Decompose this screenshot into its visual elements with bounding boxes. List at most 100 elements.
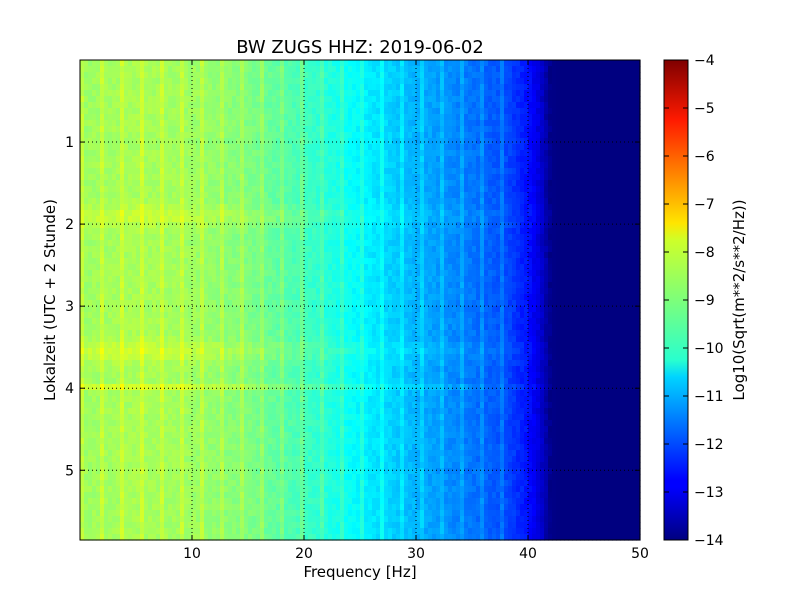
heatmap-cell (120, 456, 125, 463)
heatmap-cell (168, 204, 173, 211)
heatmap-cell (244, 60, 249, 67)
heatmap-cell (212, 474, 217, 481)
heatmap-cell (148, 318, 153, 325)
heatmap-cell (116, 90, 121, 97)
heatmap-cell (228, 504, 233, 511)
heatmap-cell (232, 162, 237, 169)
heatmap-cell (300, 510, 305, 517)
heatmap-cell (124, 126, 129, 133)
heatmap-cell (248, 420, 253, 427)
heatmap-cell (308, 528, 313, 535)
heatmap-cell (296, 468, 301, 475)
heatmap-cell (136, 210, 141, 217)
heatmap-cell (100, 192, 105, 199)
heatmap-cell (216, 492, 221, 499)
heatmap-cell (96, 366, 101, 373)
heatmap-cell (244, 168, 249, 175)
heatmap-cell (320, 162, 325, 169)
heatmap-cell (80, 378, 85, 385)
heatmap-cell (308, 360, 313, 367)
heatmap-cell (280, 312, 285, 319)
heatmap-cell (180, 414, 185, 421)
heatmap-cell (272, 492, 277, 499)
heatmap-cell (84, 132, 89, 139)
heatmap-cell (132, 210, 137, 217)
heatmap-cell (212, 144, 217, 151)
heatmap-cell (148, 366, 153, 373)
heatmap-cell (100, 84, 105, 91)
heatmap-cell (264, 342, 269, 349)
heatmap-cell (248, 60, 253, 67)
heatmap-cell (100, 270, 105, 277)
heatmap-cell (80, 342, 85, 349)
heatmap-cell (152, 528, 157, 535)
heatmap-cell (248, 108, 253, 115)
heatmap-cell (308, 144, 313, 151)
heatmap-cell (80, 210, 85, 217)
heatmap-cell (212, 528, 217, 535)
heatmap-cell (260, 420, 265, 427)
heatmap-cell (156, 366, 161, 373)
heatmap-cell (244, 468, 249, 475)
heatmap-cell (324, 504, 329, 511)
heatmap-cell (80, 390, 85, 397)
heatmap-cell (260, 414, 265, 421)
heatmap-cell (168, 498, 173, 505)
heatmap-cell (124, 288, 129, 295)
heatmap-cell (152, 474, 157, 481)
heatmap-cell (88, 144, 93, 151)
heatmap-cell (88, 468, 93, 475)
heatmap-cell (172, 444, 177, 451)
heatmap-cell (328, 162, 333, 169)
heatmap-cell (108, 222, 113, 229)
heatmap-cell (252, 438, 257, 445)
heatmap-cell (324, 72, 329, 79)
heatmap-cell (88, 276, 93, 283)
heatmap-cell (280, 78, 285, 85)
heatmap-cell (252, 444, 257, 451)
heatmap-cell (164, 444, 169, 451)
heatmap-cell (96, 498, 101, 505)
heatmap-cell (252, 342, 257, 349)
heatmap-cell (148, 210, 153, 217)
heatmap-cell (204, 318, 209, 325)
heatmap-cell (312, 138, 317, 145)
heatmap-cell (252, 492, 257, 499)
heatmap-cell (128, 354, 133, 361)
heatmap-cell (160, 456, 165, 463)
heatmap-cell (200, 414, 205, 421)
heatmap-cell (300, 498, 305, 505)
heatmap-cell (296, 90, 301, 97)
heatmap-cell (172, 180, 177, 187)
heatmap-cell (276, 210, 281, 217)
heatmap-cell (196, 72, 201, 79)
heatmap-cell (256, 216, 261, 223)
heatmap-cell (88, 438, 93, 445)
heatmap-cell (144, 528, 149, 535)
heatmap-cell (308, 276, 313, 283)
heatmap-cell (152, 144, 157, 151)
heatmap-cell (196, 324, 201, 331)
heatmap-cell (272, 162, 277, 169)
heatmap-cell (108, 360, 113, 367)
heatmap-cell (80, 330, 85, 337)
heatmap-cell (288, 174, 293, 181)
heatmap-cell (108, 456, 113, 463)
heatmap-cell (108, 396, 113, 403)
heatmap-cell (132, 204, 137, 211)
heatmap-cell (244, 78, 249, 85)
heatmap-cell (196, 264, 201, 271)
heatmap-cell (212, 228, 217, 235)
heatmap-cell (100, 372, 105, 379)
heatmap-cell (316, 312, 321, 319)
heatmap-cell (232, 486, 237, 493)
heatmap-cell (288, 396, 293, 403)
heatmap-cell (256, 252, 261, 259)
heatmap-cell (284, 360, 289, 367)
heatmap-cell (296, 474, 301, 481)
heatmap-cell (280, 402, 285, 409)
heatmap-cell (204, 474, 209, 481)
heatmap-cell (264, 174, 269, 181)
heatmap-cell (104, 210, 109, 217)
heatmap-cell (152, 240, 157, 247)
